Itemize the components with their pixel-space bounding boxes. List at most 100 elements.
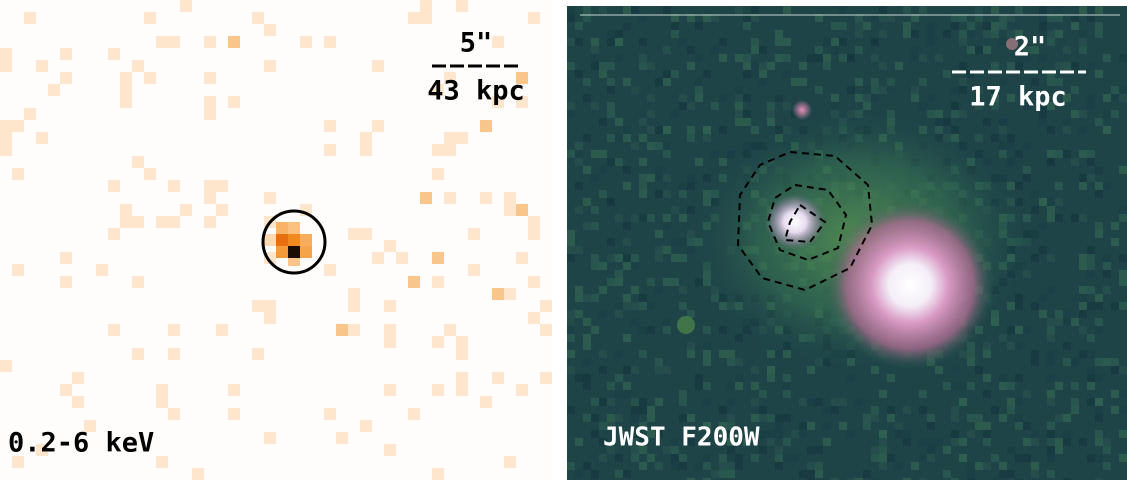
- noise-pixel: [516, 384, 528, 396]
- galaxy: [825, 200, 995, 370]
- noise-pixel: [903, 406, 911, 414]
- noise-pixel: [807, 366, 815, 374]
- noise-pixel: [599, 150, 607, 158]
- noise-pixel: [1095, 374, 1103, 382]
- noise-pixel: [1071, 110, 1079, 118]
- noise-pixel: [807, 54, 815, 62]
- noise-pixel: [1087, 454, 1095, 462]
- noise-pixel: [1103, 126, 1111, 134]
- noise-pixel: [1087, 102, 1095, 110]
- noise-pixel: [1015, 342, 1023, 350]
- noise-pixel: [623, 390, 631, 398]
- noise-pixel: [168, 348, 180, 360]
- noise-pixel: [775, 94, 783, 102]
- noise-pixel: [815, 462, 823, 470]
- noise-pixel: [959, 30, 967, 38]
- noise-pixel: [1079, 182, 1087, 190]
- noise-pixel: [679, 238, 687, 246]
- noise-pixel: [831, 46, 839, 54]
- noise-pixel: [927, 94, 935, 102]
- noise-pixel: [583, 342, 591, 350]
- noise-pixel: [647, 326, 655, 334]
- noise-pixel: [48, 84, 60, 96]
- noise-pixel: [1095, 414, 1103, 422]
- noise-pixel: [1095, 430, 1103, 438]
- noise-pixel: [1071, 358, 1079, 366]
- noise-pixel: [567, 14, 575, 22]
- noise-pixel: [1119, 254, 1127, 262]
- noise-pixel: [456, 384, 468, 396]
- noise-pixel: [743, 62, 751, 70]
- noise-pixel: [767, 118, 775, 126]
- noise-pixel: [1095, 398, 1103, 406]
- noise-pixel: [1095, 182, 1103, 190]
- noise-pixel: [847, 86, 855, 94]
- noise-pixel: [751, 62, 759, 70]
- noise-pixel: [959, 78, 967, 86]
- noise-pixel: [927, 110, 935, 118]
- noise-pixel: [108, 228, 120, 240]
- noise-pixel: [687, 350, 695, 358]
- noise-pixel: [1063, 358, 1071, 366]
- noise-pixel: [1023, 174, 1031, 182]
- noise-pixel: [132, 348, 144, 360]
- noise-pixel: [599, 310, 607, 318]
- noise-pixel: [967, 430, 975, 438]
- noise-pixel: [855, 398, 863, 406]
- noise-pixel: [863, 94, 871, 102]
- noise-pixel: [959, 86, 967, 94]
- noise-pixel: [1055, 310, 1063, 318]
- noise-pixel: [583, 294, 591, 302]
- noise-pixel: [663, 70, 671, 78]
- noise-pixel: [695, 382, 703, 390]
- noise-pixel: [575, 22, 583, 30]
- noise-pixel: [807, 470, 815, 478]
- noise-pixel: [951, 102, 959, 110]
- noise-pixel: [623, 6, 631, 14]
- noise-pixel: [1103, 262, 1111, 270]
- noise-pixel: [1007, 326, 1015, 334]
- noise-pixel: [528, 12, 540, 24]
- noise-pixel: [1095, 230, 1103, 238]
- noise-pixel: [639, 38, 647, 46]
- noise-pixel: [919, 406, 927, 414]
- noise-pixel: [492, 36, 504, 48]
- noise-pixel: [583, 414, 591, 422]
- noise-pixel: [943, 470, 951, 478]
- noise-pixel: [983, 438, 991, 446]
- noise-pixel: [575, 246, 583, 254]
- noise-pixel: [1079, 302, 1087, 310]
- noise-pixel: [583, 334, 591, 342]
- noise-pixel: [735, 94, 743, 102]
- noise-pixel: [727, 382, 735, 390]
- noise-pixel: [1119, 390, 1127, 398]
- noise-pixel: [991, 6, 999, 14]
- noise-pixel: [1015, 398, 1023, 406]
- noise-pixel: [855, 46, 863, 54]
- noise-pixel: [871, 446, 879, 454]
- noise-pixel: [679, 302, 687, 310]
- noise-pixel: [132, 60, 144, 72]
- noise-pixel: [1111, 222, 1119, 230]
- noise-pixel: [703, 462, 711, 470]
- source-pixel: [288, 222, 300, 234]
- noise-pixel: [871, 454, 879, 462]
- noise-pixel: [903, 30, 911, 38]
- noise-pixel: [639, 350, 647, 358]
- noise-pixel: [975, 366, 983, 374]
- noise-pixel: [887, 414, 895, 422]
- noise-pixel: [623, 302, 631, 310]
- noise-pixel: [975, 422, 983, 430]
- noise-pixel: [1015, 6, 1023, 14]
- noise-pixel: [743, 54, 751, 62]
- noise-pixel: [831, 102, 839, 110]
- noise-pixel: [1119, 86, 1127, 94]
- noise-pixel: [120, 96, 132, 108]
- noise-pixel: [759, 446, 767, 454]
- noise-pixel: [679, 462, 687, 470]
- noise-pixel: [863, 414, 871, 422]
- noise-pixel: [1047, 358, 1055, 366]
- noise-pixel: [607, 278, 615, 286]
- noise-pixel: [1055, 30, 1063, 38]
- noise-pixel: [228, 384, 240, 396]
